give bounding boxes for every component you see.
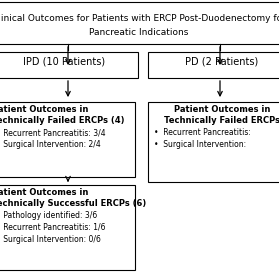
Text: Technically Failed ERCPs: Technically Failed ERCPs bbox=[164, 116, 279, 125]
Text: Patient Outcomes in: Patient Outcomes in bbox=[174, 105, 270, 114]
Text: Technically Successful ERCPs (6): Technically Successful ERCPs (6) bbox=[0, 199, 146, 208]
Bar bbox=[0, 2, 279, 44]
Text: Patient Outcomes in: Patient Outcomes in bbox=[0, 188, 88, 197]
Text: Clinical Outcomes for Patients with ERCP Post-Duodenectomy for: Clinical Outcomes for Patients with ERCP… bbox=[0, 14, 279, 23]
Text: IPD (10 Patients): IPD (10 Patients) bbox=[23, 57, 105, 67]
Text: •  Recurrent Pancreatitis: 3/4: • Recurrent Pancreatitis: 3/4 bbox=[0, 128, 106, 137]
Bar bbox=[0, 52, 138, 78]
Text: •  Recurrent Pancreatitis:: • Recurrent Pancreatitis: bbox=[154, 128, 251, 137]
Bar bbox=[148, 52, 279, 78]
Text: •  Surgical Intervention:: • Surgical Intervention: bbox=[154, 140, 246, 149]
Text: Technically Failed ERCPs (4): Technically Failed ERCPs (4) bbox=[0, 116, 124, 125]
Text: •  Pathology identified: 3/6: • Pathology identified: 3/6 bbox=[0, 211, 97, 220]
Text: Pancreatic Indications: Pancreatic Indications bbox=[89, 28, 189, 37]
Text: Patient Outcomes in: Patient Outcomes in bbox=[0, 105, 88, 114]
Bar bbox=[0, 102, 135, 177]
Bar bbox=[0, 185, 135, 270]
Text: PD (2 Patients): PD (2 Patients) bbox=[185, 57, 259, 67]
Text: •  Recurrent Pancreatitis: 1/6: • Recurrent Pancreatitis: 1/6 bbox=[0, 223, 105, 232]
Text: •  Surgical Intervention: 0/6: • Surgical Intervention: 0/6 bbox=[0, 235, 101, 244]
Text: •  Surgical Intervention: 2/4: • Surgical Intervention: 2/4 bbox=[0, 140, 101, 149]
Bar bbox=[148, 102, 279, 182]
